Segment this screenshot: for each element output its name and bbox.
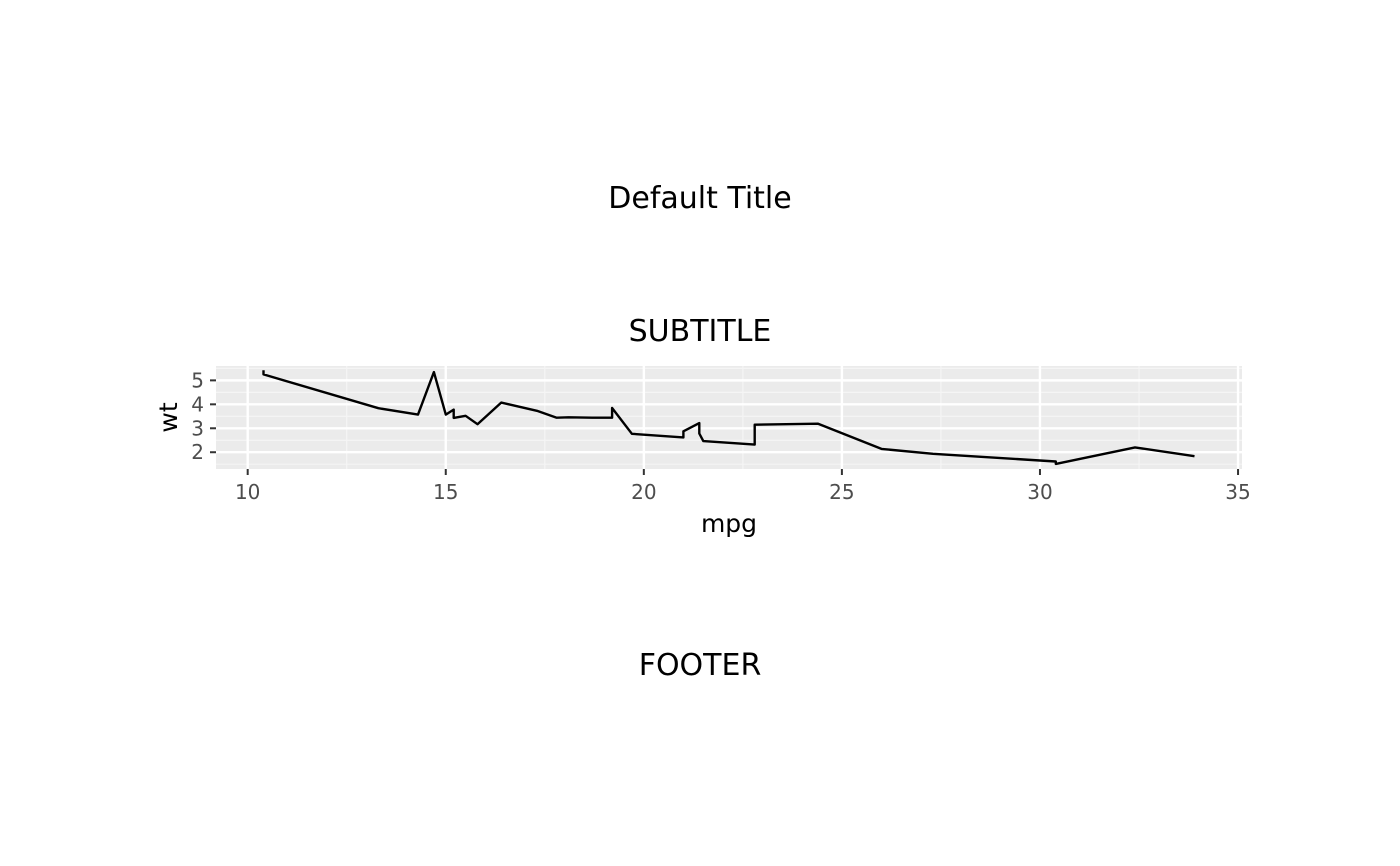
grid-minor-y bbox=[216, 367, 1242, 465]
x-tick-label: 30 bbox=[1027, 480, 1052, 504]
x-tick-label: 35 bbox=[1225, 480, 1250, 504]
y-axis-title: wt bbox=[154, 402, 183, 432]
x-tick-label: 20 bbox=[631, 480, 656, 504]
y-tick-label: 2 bbox=[191, 440, 204, 464]
series-line bbox=[262, 370, 1195, 466]
x-axis: 10 15 20 25 30 35 bbox=[235, 469, 1251, 504]
y-tick-label: 5 bbox=[191, 368, 204, 392]
grid-major-y bbox=[216, 379, 1242, 454]
page-subtitle: SUBTITLE bbox=[628, 314, 772, 349]
x-tick-label: 15 bbox=[433, 480, 458, 504]
page-title: Default Title bbox=[608, 181, 792, 216]
x-tick-label: 10 bbox=[235, 480, 260, 504]
y-tick-label: 4 bbox=[191, 392, 204, 416]
x-axis-title: mpg bbox=[701, 509, 757, 538]
y-tick-label: 3 bbox=[191, 416, 204, 440]
x-tick-label: 25 bbox=[829, 480, 854, 504]
page-footer: FOOTER bbox=[638, 648, 762, 683]
